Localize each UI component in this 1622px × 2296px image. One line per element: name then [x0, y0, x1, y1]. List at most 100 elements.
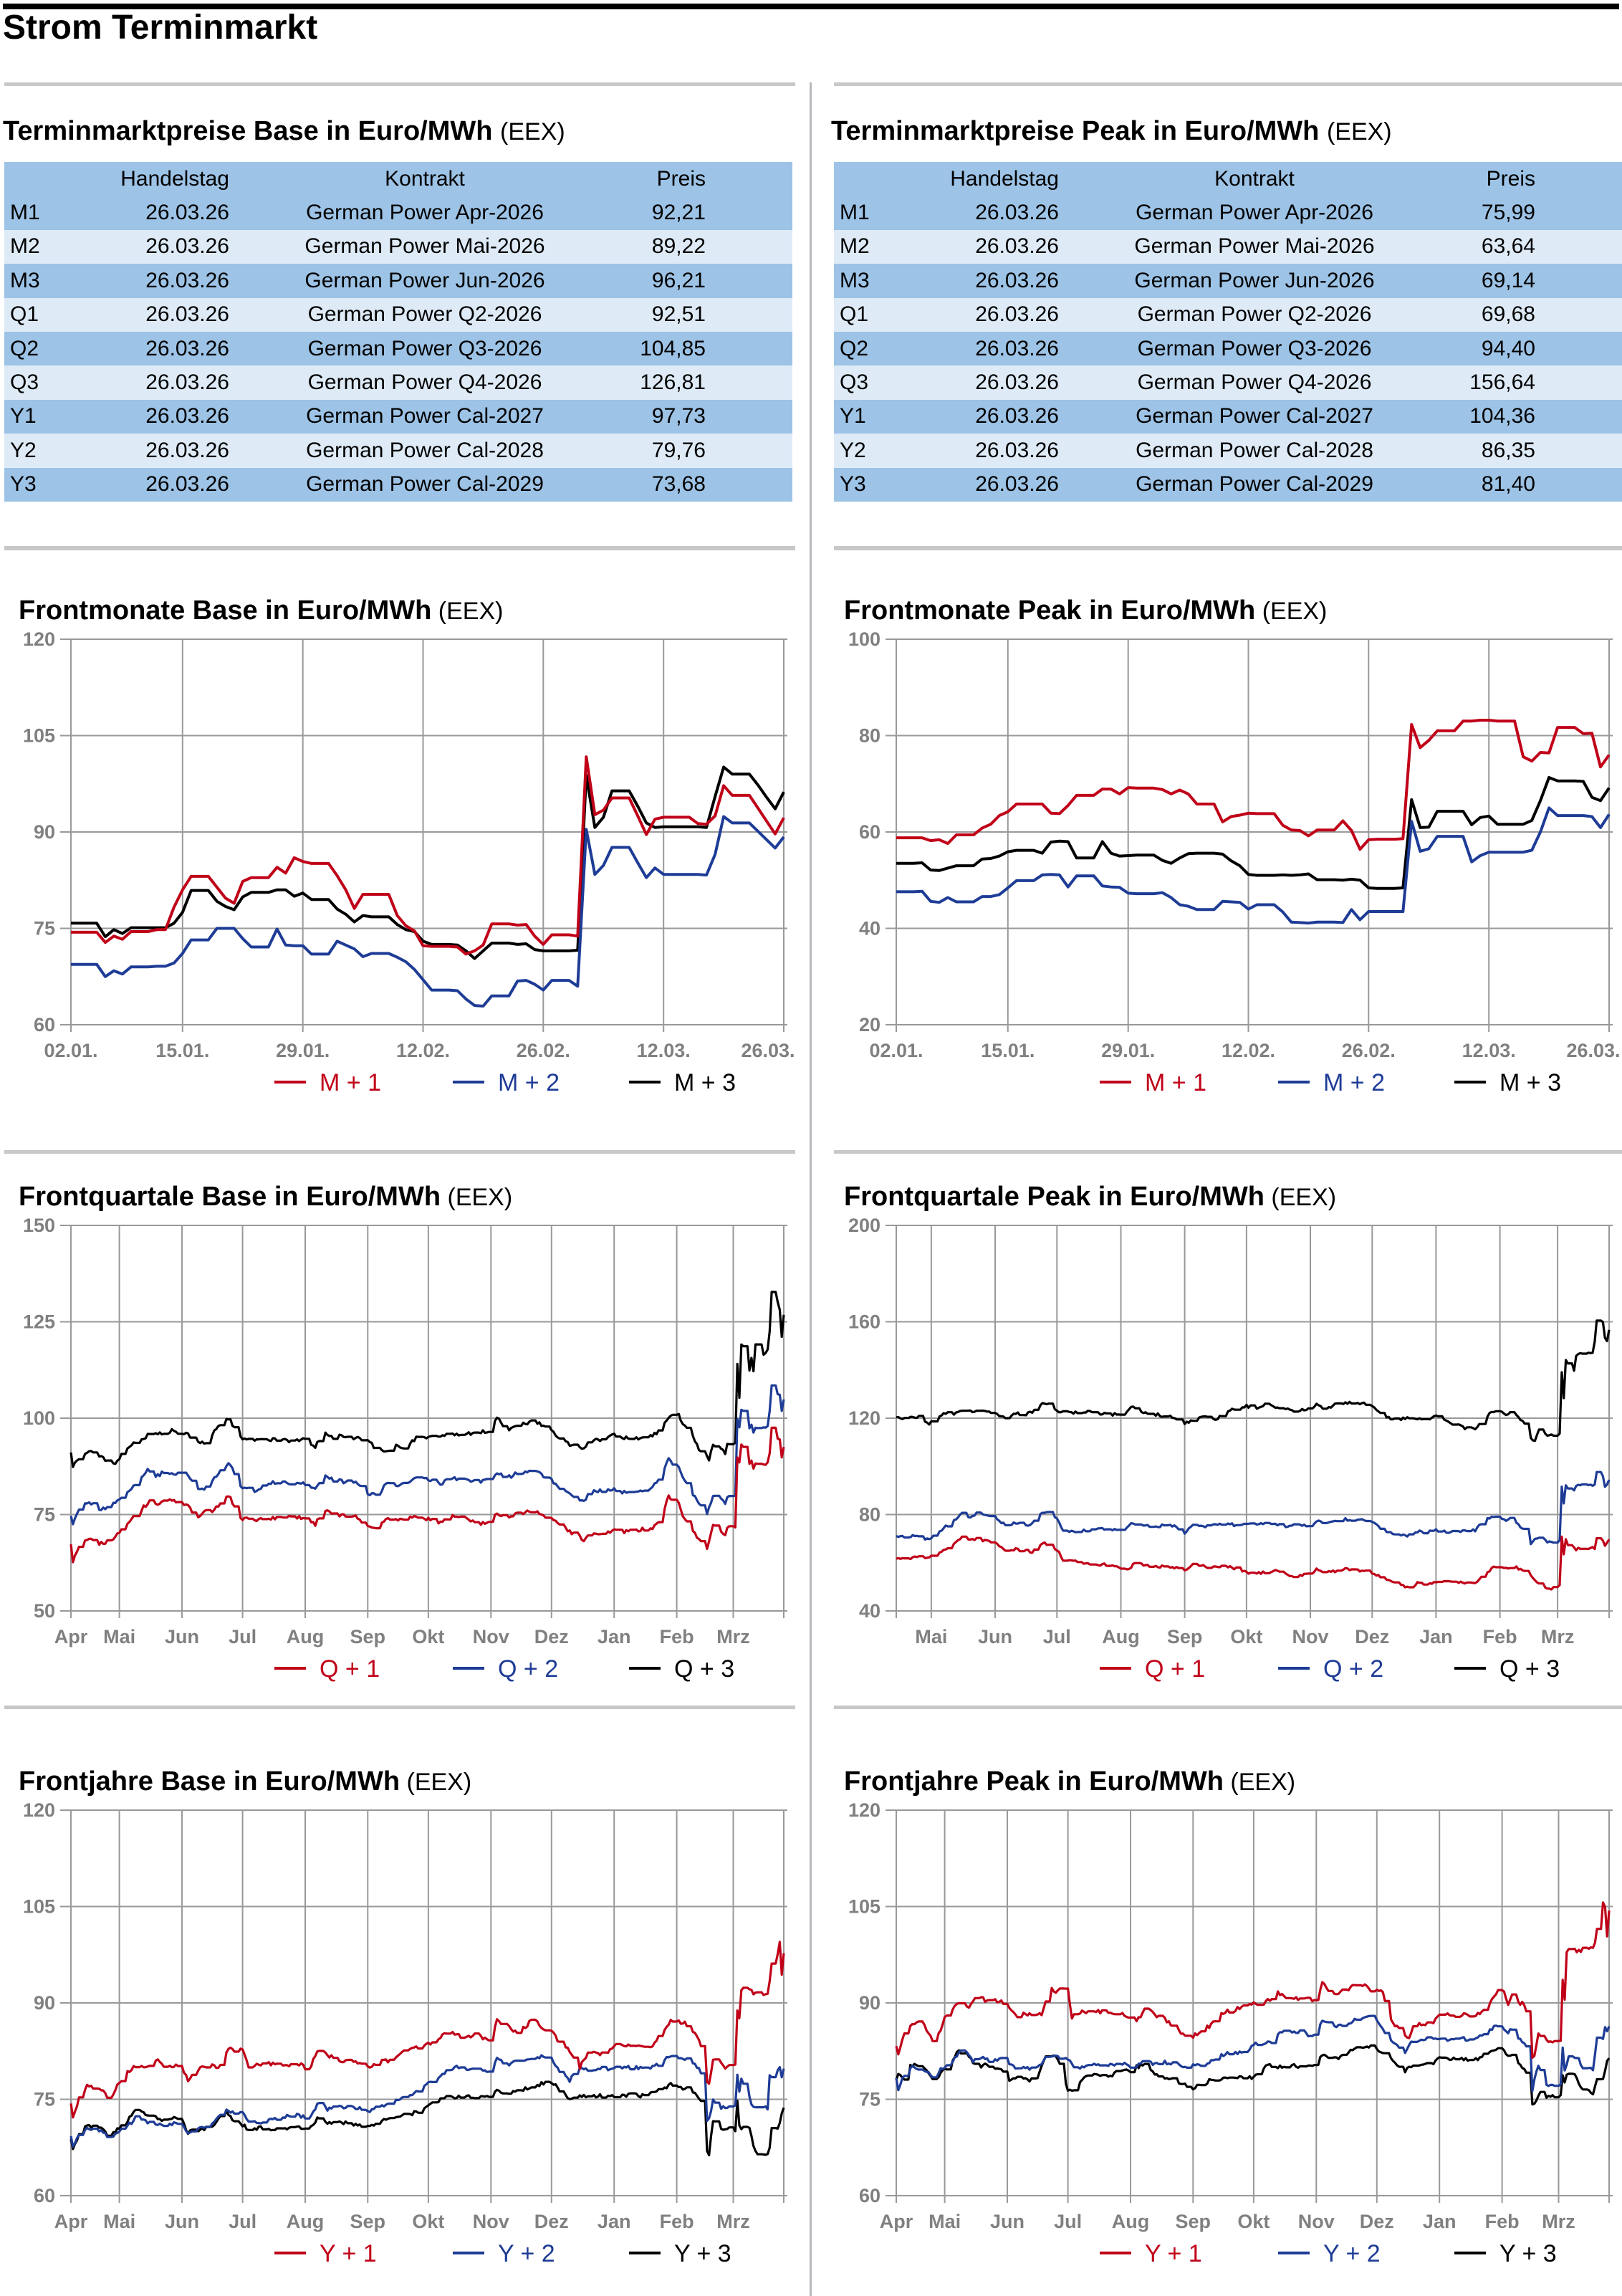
svg-text:Mrz: Mrz: [716, 2211, 750, 2232]
svg-text:Jun: Jun: [165, 1626, 199, 1647]
svg-text:Jun: Jun: [165, 2211, 199, 2232]
svg-text:90: 90: [34, 1992, 55, 2014]
svg-text:12.03.: 12.03.: [1462, 1040, 1516, 1061]
svg-text:Feb: Feb: [660, 1626, 694, 1647]
svg-text:02.01.: 02.01.: [869, 1040, 923, 1061]
svg-text:Sep: Sep: [1176, 2211, 1211, 2232]
svg-text:Q + 1: Q + 1: [1145, 1655, 1205, 1683]
svg-text:15.01.: 15.01.: [155, 1040, 209, 1061]
svg-text:29.01.: 29.01.: [1101, 1040, 1155, 1061]
svg-text:Frontmonate Peak in Euro/MWh (: Frontmonate Peak in Euro/MWh (EEX): [844, 595, 1327, 626]
svg-text:Q + 3: Q + 3: [674, 1655, 734, 1683]
svg-text:Jun: Jun: [990, 2211, 1024, 2232]
svg-text:Aug: Aug: [1102, 1626, 1139, 1647]
svg-text:Frontjahre Base in Euro/MWh (E: Frontjahre Base in Euro/MWh (EEX): [19, 1766, 471, 1797]
svg-text:Feb: Feb: [1485, 2211, 1520, 2232]
svg-text:120: 120: [848, 1799, 880, 1821]
svg-text:26.02.: 26.02.: [1342, 1040, 1396, 1061]
svg-text:Frontjahre Peak in Euro/MWh (E: Frontjahre Peak in Euro/MWh (EEX): [844, 1766, 1295, 1797]
svg-text:Mrz: Mrz: [716, 1626, 750, 1647]
svg-text:120: 120: [23, 628, 55, 650]
svg-text:M + 3: M + 3: [1499, 1069, 1561, 1096]
svg-text:Jun: Jun: [978, 1626, 1012, 1647]
svg-text:80: 80: [859, 1504, 880, 1526]
svg-text:40: 40: [859, 918, 880, 939]
svg-text:200: 200: [848, 1215, 880, 1236]
svg-text:Nov: Nov: [473, 2211, 509, 2232]
svg-text:60: 60: [34, 2185, 55, 2206]
svg-text:105: 105: [23, 725, 55, 747]
svg-text:Nov: Nov: [1292, 1626, 1328, 1647]
svg-text:M + 1: M + 1: [1145, 1069, 1206, 1096]
svg-text:29.01.: 29.01.: [276, 1040, 330, 1061]
svg-text:26.03.: 26.03.: [1566, 1040, 1620, 1061]
svg-text:Y + 2: Y + 2: [498, 2240, 555, 2267]
svg-text:Q + 2: Q + 2: [498, 1655, 558, 1683]
svg-text:Okt: Okt: [1237, 2211, 1270, 2232]
svg-text:Jul: Jul: [229, 1626, 256, 1647]
svg-text:Nov: Nov: [1298, 2211, 1335, 2232]
svg-text:Jan: Jan: [598, 1626, 631, 1647]
svg-text:40: 40: [859, 1600, 880, 1622]
svg-text:Jan: Jan: [598, 2211, 631, 2232]
svg-text:100: 100: [23, 1407, 55, 1429]
svg-text:Dez: Dez: [1355, 1626, 1389, 1647]
svg-text:Apr: Apr: [54, 2211, 88, 2232]
svg-text:Q + 2: Q + 2: [1323, 1655, 1383, 1683]
svg-text:Dez: Dez: [534, 1626, 569, 1647]
svg-text:75: 75: [34, 1504, 55, 1526]
svg-text:Sep: Sep: [350, 1626, 386, 1647]
svg-text:M + 3: M + 3: [674, 1069, 736, 1096]
svg-text:Y + 3: Y + 3: [674, 2240, 731, 2267]
svg-text:Jul: Jul: [1054, 2211, 1082, 2232]
svg-text:90: 90: [34, 821, 55, 843]
svg-text:Frontquartale Base in Euro/MWh: Frontquartale Base in Euro/MWh (EEX): [19, 1182, 512, 1212]
svg-text:Q + 1: Q + 1: [320, 1655, 380, 1683]
svg-text:Q + 3: Q + 3: [1499, 1655, 1560, 1683]
svg-text:15.01.: 15.01.: [981, 1040, 1035, 1061]
svg-text:M + 1: M + 1: [320, 1069, 381, 1096]
svg-text:Aug: Aug: [287, 2211, 324, 2232]
svg-text:Mrz: Mrz: [1542, 2211, 1575, 2232]
svg-text:105: 105: [848, 1896, 880, 1918]
svg-text:Mai: Mai: [915, 1626, 947, 1647]
svg-text:120: 120: [23, 1799, 55, 1821]
svg-text:M + 2: M + 2: [1323, 1069, 1385, 1096]
svg-text:Jul: Jul: [229, 2211, 256, 2232]
svg-text:Sep: Sep: [350, 2211, 386, 2232]
svg-text:75: 75: [34, 2089, 55, 2110]
svg-text:Okt: Okt: [1230, 1626, 1262, 1647]
svg-text:Mai: Mai: [928, 2211, 961, 2232]
svg-text:80: 80: [859, 725, 880, 747]
svg-text:12.02.: 12.02.: [1222, 1040, 1275, 1061]
svg-text:Apr: Apr: [880, 2211, 913, 2232]
svg-text:Mrz: Mrz: [1541, 1626, 1575, 1647]
svg-text:Mai: Mai: [103, 1626, 135, 1647]
svg-text:26.02.: 26.02.: [517, 1040, 570, 1061]
svg-text:Feb: Feb: [1483, 1626, 1517, 1647]
svg-text:Dez: Dez: [534, 2211, 569, 2232]
svg-text:60: 60: [859, 821, 880, 843]
svg-text:Y + 3: Y + 3: [1499, 2240, 1557, 2267]
svg-text:Okt: Okt: [412, 2211, 444, 2232]
svg-text:Y + 1: Y + 1: [320, 2240, 377, 2267]
svg-text:150: 150: [23, 1215, 55, 1236]
svg-text:02.01.: 02.01.: [44, 1040, 97, 1061]
svg-text:Okt: Okt: [412, 1626, 444, 1647]
svg-text:Mai: Mai: [103, 2211, 135, 2232]
svg-text:12.03.: 12.03.: [637, 1040, 691, 1061]
svg-text:Y + 1: Y + 1: [1145, 2240, 1202, 2267]
svg-text:20: 20: [859, 1014, 880, 1035]
svg-text:Jan: Jan: [1419, 1626, 1453, 1647]
svg-text:Jul: Jul: [1043, 1626, 1071, 1647]
svg-text:Frontmonate Base in Euro/MWh (: Frontmonate Base in Euro/MWh (EEX): [19, 595, 503, 626]
svg-text:Jan: Jan: [1423, 2211, 1457, 2232]
svg-text:100: 100: [848, 628, 880, 650]
svg-text:120: 120: [848, 1407, 880, 1429]
svg-text:60: 60: [859, 2185, 880, 2206]
svg-text:Dez: Dez: [1360, 2211, 1394, 2232]
svg-text:Frontquartale Peak in Euro/MWh: Frontquartale Peak in Euro/MWh (EEX): [844, 1182, 1336, 1212]
svg-text:105: 105: [23, 1896, 55, 1918]
svg-text:90: 90: [859, 1992, 880, 2014]
svg-text:M + 2: M + 2: [498, 1069, 560, 1096]
